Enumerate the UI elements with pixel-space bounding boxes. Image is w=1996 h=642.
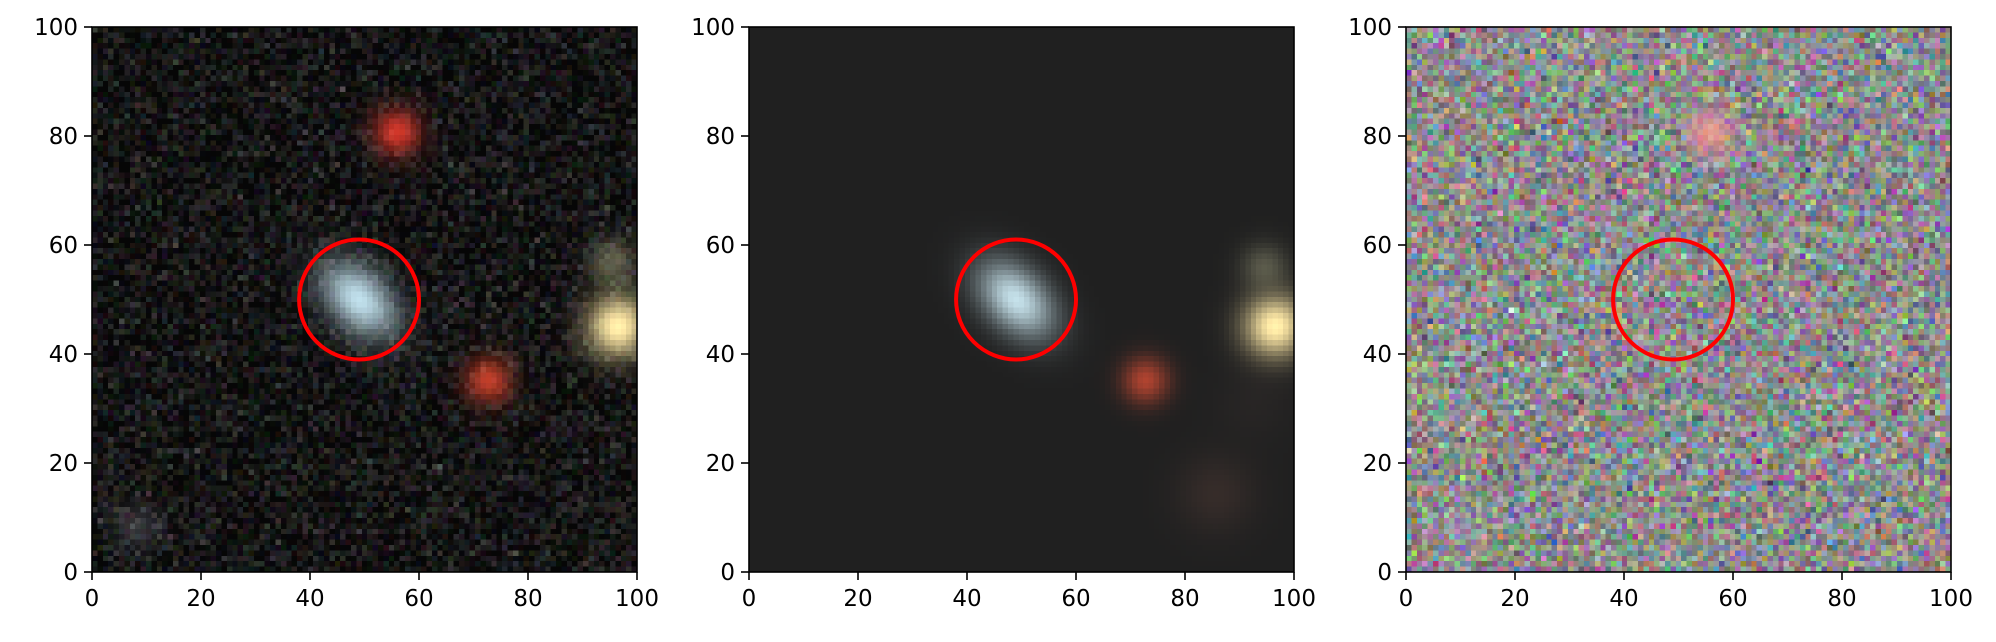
aperture-circle: [954, 237, 1078, 362]
x-tick-label: 100: [1929, 586, 1973, 612]
y-tick-label: 0: [1377, 560, 1392, 586]
aperture-circle: [1611, 237, 1736, 362]
x-tick-label: 20: [843, 586, 872, 612]
y-tick-label: 100: [691, 15, 735, 41]
x-tick-label: 0: [1399, 586, 1414, 612]
y-tick-label: 40: [706, 342, 735, 368]
x-tick-label: 20: [1500, 586, 1529, 612]
y-tick-label: 40: [1363, 342, 1392, 368]
y-tick-label: 60: [49, 233, 78, 259]
x-tick-label: 100: [615, 586, 659, 612]
model-image: [749, 27, 1294, 572]
x-tick-label: 100: [1272, 586, 1316, 612]
y-tick-label: 80: [49, 124, 78, 150]
y-tick-label: 80: [1363, 124, 1392, 150]
x-tick-label: 40: [1609, 586, 1638, 612]
x-tick-label: 40: [295, 586, 324, 612]
y-tick-label: 80: [706, 124, 735, 150]
y-tick-label: 20: [706, 451, 735, 477]
x-tick-label: 0: [742, 586, 757, 612]
residual-image: [1406, 27, 1951, 572]
y-tick-label: 20: [1363, 451, 1392, 477]
y-tick-label: 60: [706, 233, 735, 259]
panel-2: 00 20 20 40 40 60 60 80 80 100 100: [691, 15, 1316, 612]
axes-frame: [91, 26, 638, 573]
x-tick-label: 80: [1170, 586, 1199, 612]
x-tick-label: 80: [1827, 586, 1856, 612]
observed-image: [92, 27, 637, 572]
y-tick-label: 100: [1348, 15, 1392, 41]
y-tick-label: 60: [1363, 233, 1392, 259]
panel-3: 00 20 20 40 40 60 60 80 80 100 100: [1348, 15, 1973, 612]
x-tick-label: 80: [513, 586, 542, 612]
y-tick-label: 100: [34, 15, 78, 41]
x-tick-label: 0: [85, 586, 100, 612]
panel-1: 00 20 20 40 40 60 60 80 80 100 100: [34, 15, 659, 612]
x-tick-label: 60: [404, 586, 433, 612]
y-tick-label: 40: [49, 342, 78, 368]
x-tick-label: 60: [1718, 586, 1747, 612]
x-tick-label: 40: [952, 586, 981, 612]
y-tick-label: 0: [720, 560, 735, 586]
axes-frame: [748, 26, 1295, 573]
y-tick-label: 20: [49, 451, 78, 477]
y-tick-label: 0: [63, 560, 78, 586]
axes-frame: [1405, 26, 1952, 573]
x-tick-label: 20: [186, 586, 215, 612]
aperture-circle: [297, 237, 421, 362]
x-tick-label: 60: [1061, 586, 1090, 612]
